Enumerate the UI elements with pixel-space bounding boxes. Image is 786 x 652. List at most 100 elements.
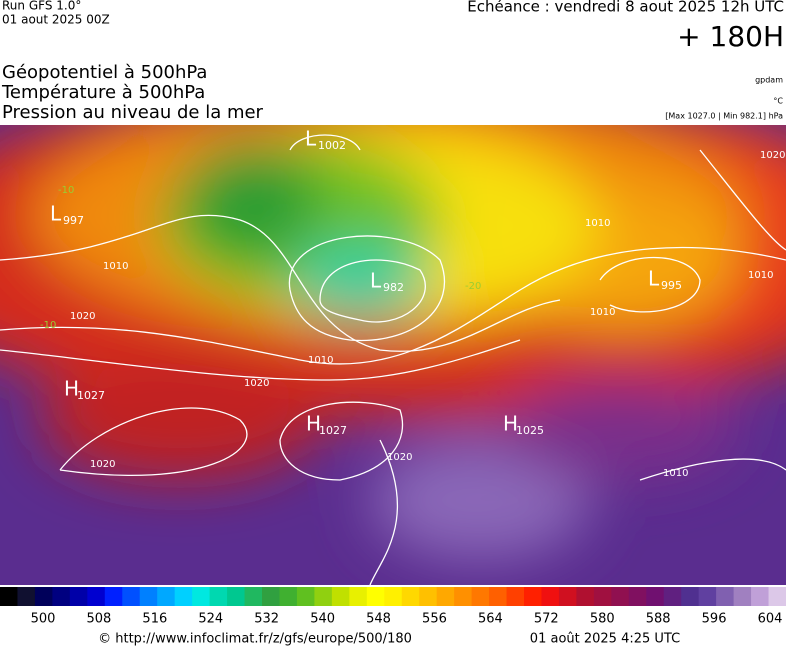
color-swatch: [663, 587, 682, 606]
system-letter: L: [370, 269, 382, 293]
colorbar-tick-label: 556: [422, 612, 447, 627]
temperature-label: -20: [465, 281, 481, 292]
title: Pression au niveau de la mer: [2, 102, 264, 123]
colorbar-tick-label: 548: [366, 612, 391, 627]
color-swatch: [733, 587, 752, 606]
system-letter: L: [50, 202, 62, 226]
isobar-label: 1010: [103, 261, 128, 272]
isobar-label: 1010: [585, 218, 610, 229]
valid-time: Echéance : vendredi 8 aout 2025 12h UTC: [467, 0, 784, 16]
color-swatch: [104, 587, 123, 606]
colorbar-tick-label: 516: [142, 612, 167, 627]
color-swatch: [628, 587, 647, 606]
color-swatch: [174, 587, 193, 606]
colorbar-tick-label: 564: [478, 612, 503, 627]
color-swatch: [262, 587, 280, 606]
generated: 01 août 2025 4:25 UTC: [530, 632, 680, 647]
color-swatch: [314, 587, 333, 606]
isobar-label: 1010: [308, 355, 333, 366]
color-swatch: [541, 587, 560, 606]
color-swatch: [611, 587, 630, 606]
unit: [Max 1027.0 | Min 982.1] hPa: [665, 112, 783, 121]
color-swatch: [296, 587, 315, 606]
color-swatch: [366, 587, 385, 606]
system-letter: L: [648, 267, 660, 291]
system-letter: H: [64, 377, 79, 401]
color-swatch: [681, 587, 700, 606]
colorbar-tick-label: 588: [646, 612, 671, 627]
source: © http://www.infoclimat.fr/z/gfs/europe/…: [98, 632, 412, 647]
color-swatch: [157, 587, 176, 606]
colorbar-tick-label: 580: [590, 612, 615, 627]
system-letter: H: [306, 412, 321, 436]
color-swatch: [244, 587, 263, 606]
color-swatch: [558, 587, 577, 606]
color-swatch: [471, 587, 490, 606]
color-swatch: [69, 587, 88, 606]
color-swatch: [524, 587, 542, 606]
colorbar-tick-label: 508: [87, 612, 112, 627]
isobar-label: 1010: [748, 270, 773, 281]
lead-time: + 180H: [677, 20, 784, 53]
color-swatch: [506, 587, 525, 606]
map: [0, 125, 786, 585]
color-swatch: [17, 587, 36, 606]
color-swatch: [227, 587, 246, 606]
isobar-label: 1020: [70, 311, 95, 322]
isobar-label: 1020: [244, 378, 269, 389]
color-swatch: [454, 587, 473, 606]
color-swatch: [401, 587, 420, 606]
unit: °C: [773, 97, 783, 106]
isobar-label: 1010: [663, 468, 688, 479]
isobar-label: 1020: [90, 459, 115, 470]
color-swatch: [436, 587, 455, 606]
color-swatch: [87, 587, 106, 606]
color-swatch: [593, 587, 612, 606]
system-value: 997: [63, 214, 84, 227]
color-swatch: [698, 587, 717, 606]
color-swatch: [384, 587, 403, 606]
color-swatch: [716, 587, 735, 606]
system-value: 1027: [77, 389, 105, 402]
color-swatch: [646, 587, 665, 606]
system-value: 995: [661, 279, 682, 292]
color-swatch: [34, 587, 53, 606]
colorbar-tick-label: 572: [534, 612, 559, 627]
colorbar-tick-label: 604: [758, 612, 783, 627]
run-date: 01 aout 2025 00Z: [2, 13, 110, 27]
colorbar-tick-label: 596: [702, 612, 727, 627]
color-swatch: [576, 587, 595, 606]
colorbar: 500 508 516 524 532 540 548 556 564 572 580 588 596 6…: [0, 587, 786, 627]
color-swatch: [122, 587, 141, 606]
color-swatch: [139, 587, 158, 606]
color-swatch: [419, 587, 438, 606]
run: Run GFS 1.0°: [2, 0, 81, 13]
color-swatch: [209, 587, 228, 606]
system-letter: L: [305, 127, 317, 151]
color-swatch: [751, 587, 770, 606]
colorbar-tick-label: 532: [254, 612, 279, 627]
isobar-label: 1020: [760, 150, 785, 161]
system-value: 1002: [318, 139, 346, 152]
title: Géopotentiel à 500hPa: [2, 62, 207, 83]
temperature-label: -10: [58, 185, 74, 196]
color-swatch: [192, 587, 211, 606]
isobar-label: 1010: [590, 307, 615, 318]
color-swatch: [349, 587, 368, 606]
color-swatch: [489, 587, 508, 606]
color-swatch: [0, 587, 18, 606]
color-swatch: [279, 587, 298, 606]
isobar-label: 1020: [387, 452, 412, 463]
temperature-label: -10: [40, 320, 56, 331]
system-value: 982: [383, 281, 404, 294]
title: Température à 500hPa: [1, 82, 205, 103]
system-letter: H: [503, 412, 518, 436]
isobars: [0, 134, 786, 585]
color-swatch: [331, 587, 350, 606]
colorbar-tick-label: 524: [198, 612, 223, 627]
color-swatch: [768, 587, 786, 606]
colorbar-tick-label: 500: [31, 612, 56, 627]
color-swatch: [52, 587, 71, 606]
system-value: 1025: [516, 424, 544, 437]
system-value: 1027: [319, 424, 347, 437]
